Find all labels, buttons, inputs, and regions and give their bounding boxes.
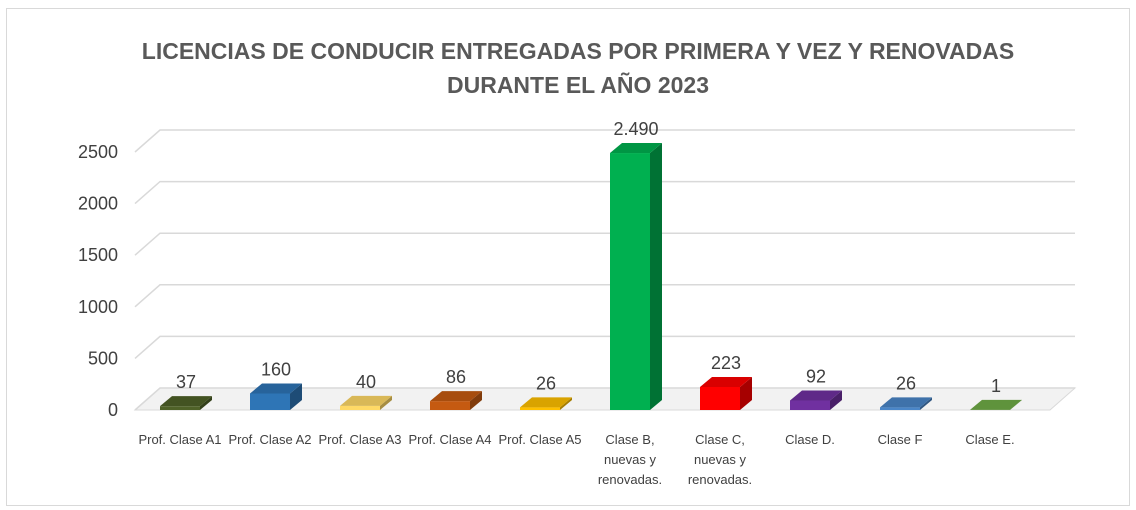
chart-border xyxy=(6,8,1130,506)
bar xyxy=(250,393,290,410)
bar xyxy=(340,405,380,410)
bar xyxy=(160,406,200,410)
x-tick-label: Prof. Clase A4 xyxy=(408,432,492,447)
bar-side xyxy=(200,396,212,410)
bar-side xyxy=(650,143,662,411)
data-label: 223 xyxy=(711,353,741,373)
grid-line xyxy=(134,284,1075,308)
y-tick-label: 1000 xyxy=(78,297,118,317)
bar-top xyxy=(520,397,572,408)
x-tick-label: Clase B, nuevas y renovadas. xyxy=(597,432,663,487)
bar-top xyxy=(430,391,482,402)
x-tick-label: Prof. Clase A1 xyxy=(138,432,222,447)
grid-line xyxy=(134,232,1075,256)
bar xyxy=(880,407,920,410)
bar-top xyxy=(880,397,932,408)
data-label: 92 xyxy=(806,367,826,387)
y-tick-label: 2500 xyxy=(78,142,118,162)
y-tick-label: 2000 xyxy=(78,194,118,214)
grid-line xyxy=(134,129,1075,153)
bar-top xyxy=(970,399,1022,410)
bar xyxy=(790,400,830,410)
bar-top xyxy=(700,376,752,387)
y-tick-label: 1500 xyxy=(78,245,118,265)
data-label: 26 xyxy=(896,373,916,393)
x-tick-label: Clase D. xyxy=(785,432,835,447)
y-tick-label: 500 xyxy=(88,348,118,368)
x-tick-label: Prof. Clase A3 xyxy=(318,432,402,447)
data-label: 1 xyxy=(991,376,1001,396)
bar-side xyxy=(290,383,302,410)
x-tick-label: Clase E. xyxy=(965,432,1015,447)
bar xyxy=(520,407,560,410)
bar-side xyxy=(830,390,842,410)
x-tick-label: Prof. Clase A2 xyxy=(228,432,312,447)
bar xyxy=(430,401,470,410)
chart-title: LICENCIAS DE CONDUCIR ENTREGADAS POR PRI… xyxy=(141,38,1015,98)
x-tick-label: Prof. Clase A5 xyxy=(498,432,582,447)
bar-side xyxy=(1010,399,1022,410)
bar-side xyxy=(470,391,482,410)
data-label: 86 xyxy=(446,367,466,387)
bar xyxy=(610,153,650,411)
x-tick-label: Clase F xyxy=(877,432,923,447)
bar-side xyxy=(560,397,572,410)
data-label: 37 xyxy=(176,372,196,392)
bar-top xyxy=(160,396,212,407)
x-tick-label: Clase C, nuevas y renovadas. xyxy=(687,432,753,487)
bar-side xyxy=(380,395,392,410)
bar-top xyxy=(340,395,392,406)
bar-top xyxy=(250,383,302,394)
y-tick-label: 0 xyxy=(108,400,118,420)
grid-line xyxy=(134,180,1075,205)
data-label: 160 xyxy=(261,359,291,379)
bar xyxy=(700,386,740,410)
bar-side xyxy=(740,376,752,410)
data-label: 40 xyxy=(356,372,376,392)
grid-line xyxy=(134,335,1075,359)
data-label: 2.490 xyxy=(613,119,658,139)
bar-top xyxy=(790,390,842,401)
bar-top xyxy=(610,143,662,154)
bar-side xyxy=(920,397,932,410)
data-label: 26 xyxy=(536,373,556,393)
grid-line xyxy=(134,387,1075,411)
